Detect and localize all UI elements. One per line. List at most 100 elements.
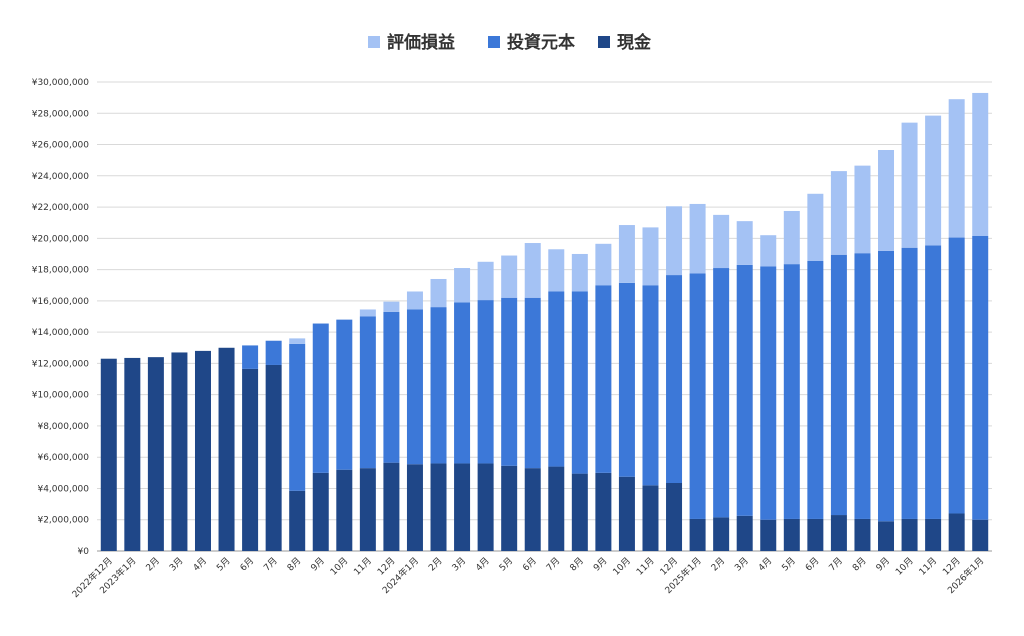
bar-segment-1 — [948, 237, 965, 514]
bar-segment-0 — [477, 463, 494, 551]
bar-segment-0 — [454, 463, 471, 551]
x-tick-label: 9月 — [591, 555, 609, 573]
bar-segment-2 — [948, 99, 965, 238]
x-tick-label: 5月 — [214, 555, 232, 573]
legend-swatch — [598, 36, 610, 48]
x-tick-label: 9月 — [309, 555, 327, 573]
bar-segment-2 — [406, 291, 423, 310]
bar-segment-0 — [548, 466, 565, 551]
x-tick-label: 2月 — [426, 555, 444, 573]
bar-segment-1 — [783, 264, 800, 519]
bar-segment-2 — [783, 210, 800, 265]
bar-segment-1 — [406, 309, 423, 465]
legend-swatch — [488, 36, 500, 48]
bar-segment-1 — [312, 323, 329, 473]
bar-segment-0 — [336, 469, 353, 551]
bar-segment-0 — [783, 518, 800, 551]
y-tick-label: ¥2,000,000 — [37, 516, 89, 526]
x-tick-label: 2月 — [144, 555, 162, 573]
bar-segment-0 — [147, 357, 164, 551]
bar-segment-0 — [218, 347, 235, 551]
bar-segment-1 — [854, 253, 871, 519]
bar-segment-1 — [713, 268, 730, 518]
x-tick-label: 8月 — [568, 555, 586, 573]
bar-segment-1 — [430, 307, 447, 464]
bar-segment-1 — [524, 297, 541, 469]
x-tick-label: 12月 — [375, 555, 397, 577]
bar-segment-2 — [548, 249, 565, 292]
bar-segment-0 — [760, 519, 777, 551]
y-tick-label: ¥22,000,000 — [32, 203, 90, 213]
bar-segment-0 — [901, 518, 918, 551]
bar-segment-0 — [807, 518, 824, 551]
bar-segment-1 — [736, 264, 753, 516]
y-axis: ¥0 ¥2,000,000 ¥4,000,000 ¥6,000,000 ¥8,000,0… — [32, 78, 90, 557]
bar-segment-2 — [642, 227, 659, 286]
bar-segment-0 — [171, 352, 188, 551]
bar-segment-0 — [265, 364, 282, 551]
y-tick-label: ¥16,000,000 — [32, 297, 90, 307]
bar-segment-0 — [383, 462, 400, 551]
x-tick-label: 6月 — [803, 555, 821, 573]
bar-segment-2 — [689, 203, 706, 274]
x-tick-label: 12月 — [658, 555, 680, 577]
x-tick-label: 3月 — [450, 555, 468, 573]
x-tick-label: 6月 — [238, 555, 256, 573]
bar-segment-2 — [830, 171, 847, 255]
bar-segment-0 — [666, 482, 683, 551]
x-tick-label: 11月 — [917, 555, 939, 577]
x-tick-label: 10月 — [611, 555, 633, 577]
x-tick-label: 4月 — [474, 555, 492, 573]
bar-segment-1 — [477, 300, 494, 464]
bar-segment-2 — [454, 268, 471, 303]
y-tick-label: ¥0 — [78, 547, 90, 557]
bar-segment-0 — [124, 357, 141, 551]
bar-segment-1 — [383, 311, 400, 463]
bar-segment-2 — [760, 235, 777, 267]
x-tick-label: 3月 — [733, 555, 751, 573]
bar-segment-1 — [501, 297, 518, 466]
bar-segment-1 — [901, 247, 918, 519]
legend-label: 現金 — [617, 32, 652, 53]
x-tick-label: 6月 — [521, 555, 539, 573]
x-tick-label: 5月 — [497, 555, 515, 573]
bar-segment-0 — [689, 518, 706, 551]
bar-segment-0 — [242, 368, 259, 551]
bar-segment-0 — [642, 485, 659, 551]
bar-segment-0 — [289, 490, 306, 551]
bar-segment-1 — [972, 235, 989, 520]
bar-segment-1 — [689, 273, 706, 519]
bar-segment-0 — [194, 350, 211, 551]
y-tick-label: ¥20,000,000 — [32, 234, 90, 244]
bar-segment-0 — [595, 472, 612, 551]
bar-segment-2 — [736, 221, 753, 265]
x-tick-label: 8月 — [850, 555, 868, 573]
bar-segment-1 — [807, 261, 824, 519]
bar-segment-0 — [830, 515, 847, 551]
bar-segment-2 — [807, 193, 824, 262]
bar-segment-1 — [595, 285, 612, 473]
bar-segment-0 — [878, 521, 895, 551]
bar-segment-2 — [666, 206, 683, 276]
x-tick-label: 7月 — [262, 555, 280, 573]
bar-segment-0 — [854, 518, 871, 551]
legend-label: 評価損益 — [387, 32, 455, 53]
bar-segment-0 — [100, 358, 117, 551]
bar-segment-1 — [760, 266, 777, 520]
x-tick-label: 5月 — [780, 555, 798, 573]
x-tick-label: 4月 — [191, 555, 209, 573]
bar-segment-0 — [925, 518, 942, 551]
bar-plot-area — [100, 92, 989, 551]
y-tick-label: ¥28,000,000 — [32, 109, 90, 119]
bar-segment-1 — [571, 291, 588, 474]
bar-segment-1 — [289, 343, 306, 491]
x-tick-label: 3月 — [167, 555, 185, 573]
y-tick-label: ¥10,000,000 — [32, 391, 90, 401]
x-tick-label: 10月 — [893, 555, 915, 577]
bar-segment-1 — [642, 285, 659, 486]
bar-segment-0 — [359, 468, 376, 551]
x-tick-label: 9月 — [874, 555, 892, 573]
bar-segment-0 — [430, 463, 447, 551]
y-tick-label: ¥8,000,000 — [37, 422, 89, 432]
